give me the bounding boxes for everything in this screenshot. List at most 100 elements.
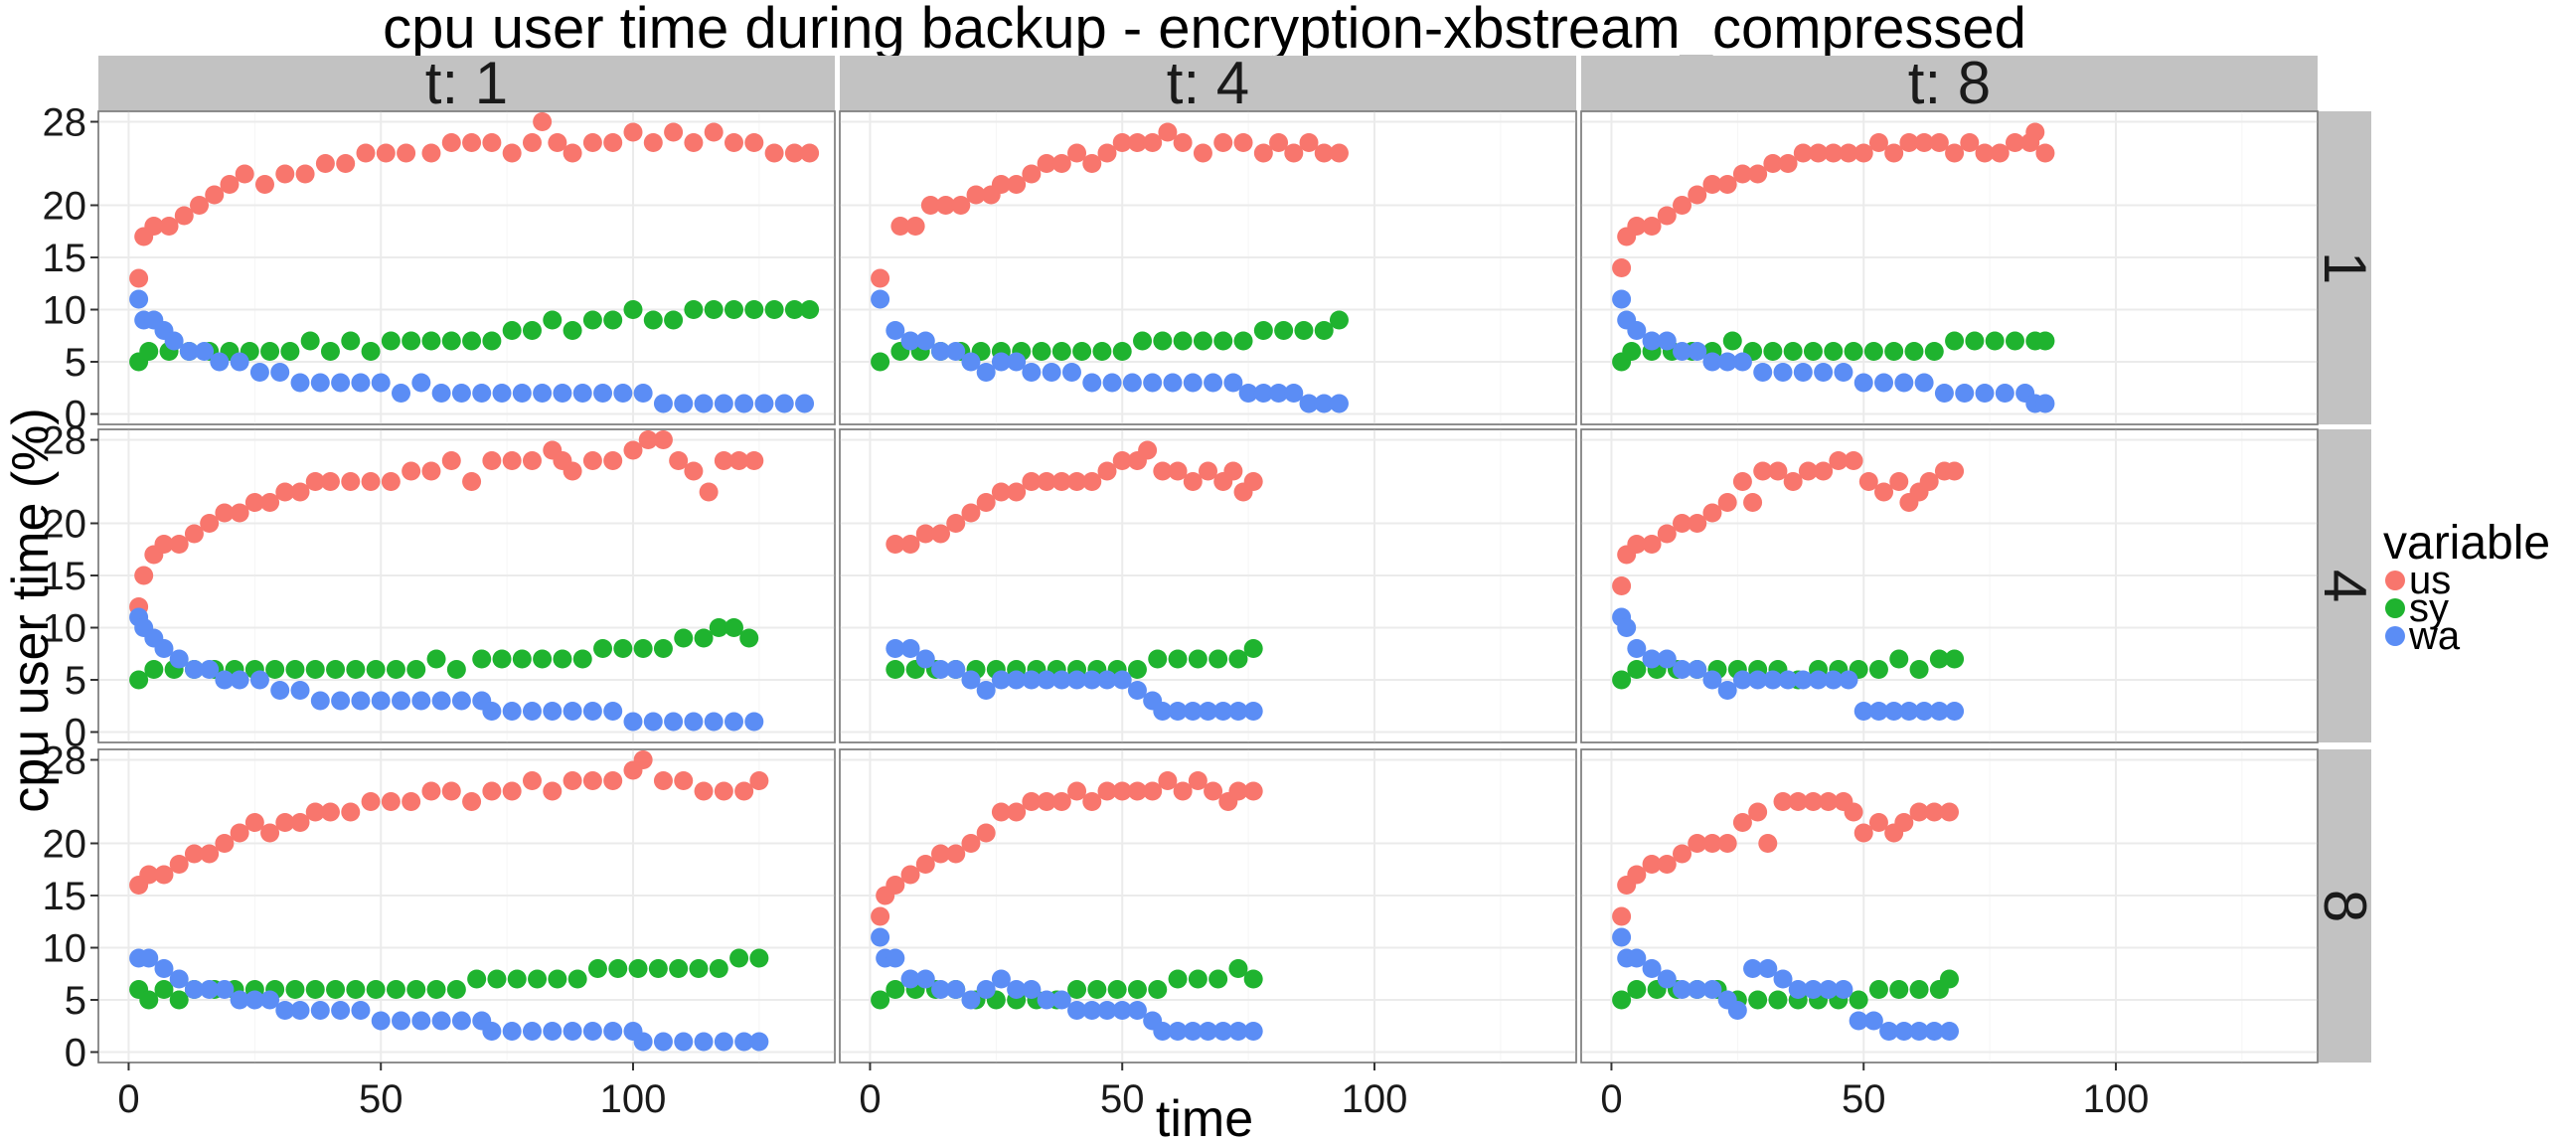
point-wa	[1924, 1022, 1944, 1041]
point-wa	[694, 1032, 714, 1052]
point-wa	[351, 1001, 371, 1020]
point-us	[714, 781, 733, 801]
point-sy	[724, 618, 743, 637]
point-us	[169, 535, 189, 554]
point-wa	[1213, 1022, 1233, 1041]
point-sy	[1087, 980, 1107, 999]
point-sy	[739, 628, 759, 648]
point-wa	[1051, 670, 1071, 690]
point-us	[200, 514, 220, 533]
point-wa	[431, 1011, 451, 1031]
point-sy	[421, 331, 441, 351]
point-wa	[931, 660, 951, 679]
point-us	[1884, 143, 1904, 163]
point-us	[1627, 535, 1647, 554]
point-sy	[709, 959, 728, 978]
point-sy	[1803, 342, 1823, 361]
point-us	[734, 781, 754, 801]
point-wa	[1617, 618, 1637, 637]
point-wa	[195, 342, 215, 361]
point-wa	[613, 384, 633, 403]
point-us	[1844, 802, 1863, 822]
legend-label: wa	[2408, 614, 2461, 658]
column-strip-label: t: 1	[425, 50, 508, 116]
point-us	[139, 865, 159, 885]
point-us	[1037, 792, 1056, 811]
x-axis-title: time	[1156, 1090, 1253, 1145]
point-us	[1829, 451, 1849, 470]
point-wa	[1894, 1022, 1914, 1041]
point-us	[1253, 143, 1273, 163]
point-us	[244, 813, 264, 832]
point-wa	[431, 384, 451, 403]
point-wa	[1773, 363, 1793, 382]
point-us	[633, 750, 653, 769]
panel-border	[97, 428, 836, 743]
point-sy	[1985, 331, 2005, 351]
point-wa	[244, 990, 264, 1010]
point-us	[905, 217, 925, 236]
point-wa	[1819, 980, 1839, 999]
point-sy	[1768, 990, 1788, 1010]
point-sy	[346, 980, 366, 999]
point-sy	[553, 649, 572, 669]
y-axis-title: cpu user time (%)	[2, 408, 60, 812]
point-wa	[1223, 373, 1243, 393]
point-us	[653, 430, 673, 449]
point-us	[1874, 482, 1894, 502]
point-wa	[563, 1022, 582, 1041]
point-wa	[1849, 1011, 1868, 1031]
point-sy	[462, 331, 482, 351]
point-wa	[795, 394, 815, 413]
point-us	[1889, 472, 1909, 491]
panel-background	[97, 110, 836, 425]
point-sy	[381, 331, 401, 351]
y-tick-label: 15	[43, 555, 87, 598]
point-wa	[1097, 670, 1117, 690]
point-us	[1642, 217, 1662, 236]
point-us	[190, 196, 210, 215]
point-wa	[1199, 1022, 1217, 1041]
point-sy	[674, 628, 694, 648]
point-wa	[1007, 352, 1027, 372]
x-tick-label: 0	[117, 1077, 139, 1121]
point-us	[1051, 792, 1071, 811]
point-wa	[961, 670, 981, 690]
point-wa	[886, 321, 905, 340]
point-sy	[1748, 990, 1768, 1010]
point-us	[1183, 472, 1203, 491]
point-sy	[603, 310, 623, 330]
point-wa	[1899, 702, 1919, 721]
point-wa	[1894, 373, 1914, 393]
point-wa	[1803, 980, 1823, 999]
y-tick-label: 28	[43, 419, 87, 463]
point-sy	[1188, 649, 1208, 669]
point-us	[244, 493, 264, 512]
point-sy	[1208, 969, 1228, 989]
point-wa	[1067, 670, 1087, 690]
point-wa	[512, 384, 532, 403]
point-us	[1243, 472, 1263, 491]
point-us	[402, 792, 421, 811]
point-wa	[593, 384, 613, 403]
point-wa	[200, 980, 220, 999]
point-sy	[1112, 342, 1132, 361]
point-sy	[1173, 331, 1193, 351]
panel-background	[1580, 110, 2319, 425]
point-us	[1082, 154, 1102, 173]
point-wa	[492, 384, 512, 403]
point-wa	[230, 352, 249, 372]
point-us	[674, 771, 694, 790]
point-us	[664, 122, 684, 142]
point-sy	[548, 969, 567, 989]
point-us	[1037, 472, 1056, 491]
point-sy	[1168, 649, 1188, 669]
point-sy	[1193, 331, 1212, 351]
point-us	[900, 535, 920, 554]
point-sy	[694, 628, 714, 648]
point-wa	[392, 1011, 411, 1031]
point-wa	[543, 1022, 563, 1041]
point-sy	[1868, 980, 1888, 999]
point-us	[2005, 133, 2024, 152]
point-wa	[533, 384, 553, 403]
